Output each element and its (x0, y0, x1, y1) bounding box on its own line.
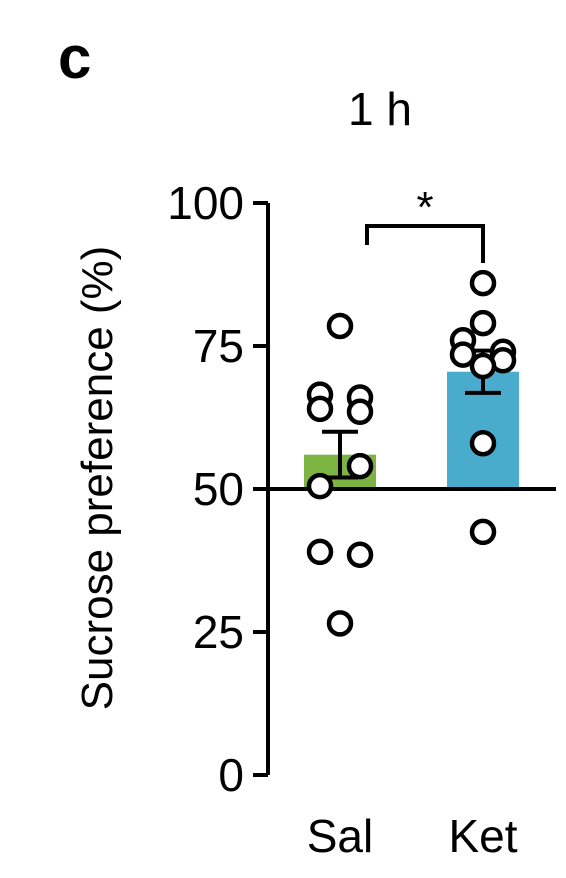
data-point-sal-10 (326, 610, 354, 637)
data-point-sal-1 (326, 312, 354, 340)
data-point-ket-2 (469, 309, 497, 337)
data-points-group (306, 269, 517, 637)
y-tick-label-0: 0 (218, 749, 244, 801)
y-tick-label-50: 50 (193, 463, 244, 515)
y-axis-label: Sucrose preference (%) (73, 246, 122, 711)
panel-letter: c (58, 24, 91, 91)
x-tick-label-sal: Sal (307, 810, 373, 862)
data-point-sal-4 (306, 395, 334, 423)
data-point-sal-8 (306, 538, 334, 566)
chart-title: 1 h (348, 83, 412, 135)
x-tick-label-ket: Ket (448, 810, 517, 862)
data-point-ket-8 (469, 429, 497, 457)
y-tick-label-75: 75 (193, 320, 244, 372)
data-point-ket-9 (469, 518, 497, 546)
significance-label: * (416, 183, 433, 232)
data-point-ket-1 (469, 269, 497, 297)
y-tick-label-25: 25 (193, 606, 244, 658)
data-point-sal-7 (306, 472, 334, 500)
data-point-sal-5 (346, 398, 374, 426)
y-tick-label-100: 100 (167, 177, 244, 229)
axes-group (253, 201, 556, 777)
data-point-sal-9 (346, 541, 374, 569)
significance-bracket (365, 224, 485, 263)
data-point-sal-6 (346, 452, 374, 480)
labels-group: 0 25 50 75 100 Sal Ket (167, 177, 517, 862)
data-point-ket-5 (449, 341, 477, 368)
significance-group: * (365, 183, 485, 263)
data-point-ket-7 (469, 352, 497, 380)
